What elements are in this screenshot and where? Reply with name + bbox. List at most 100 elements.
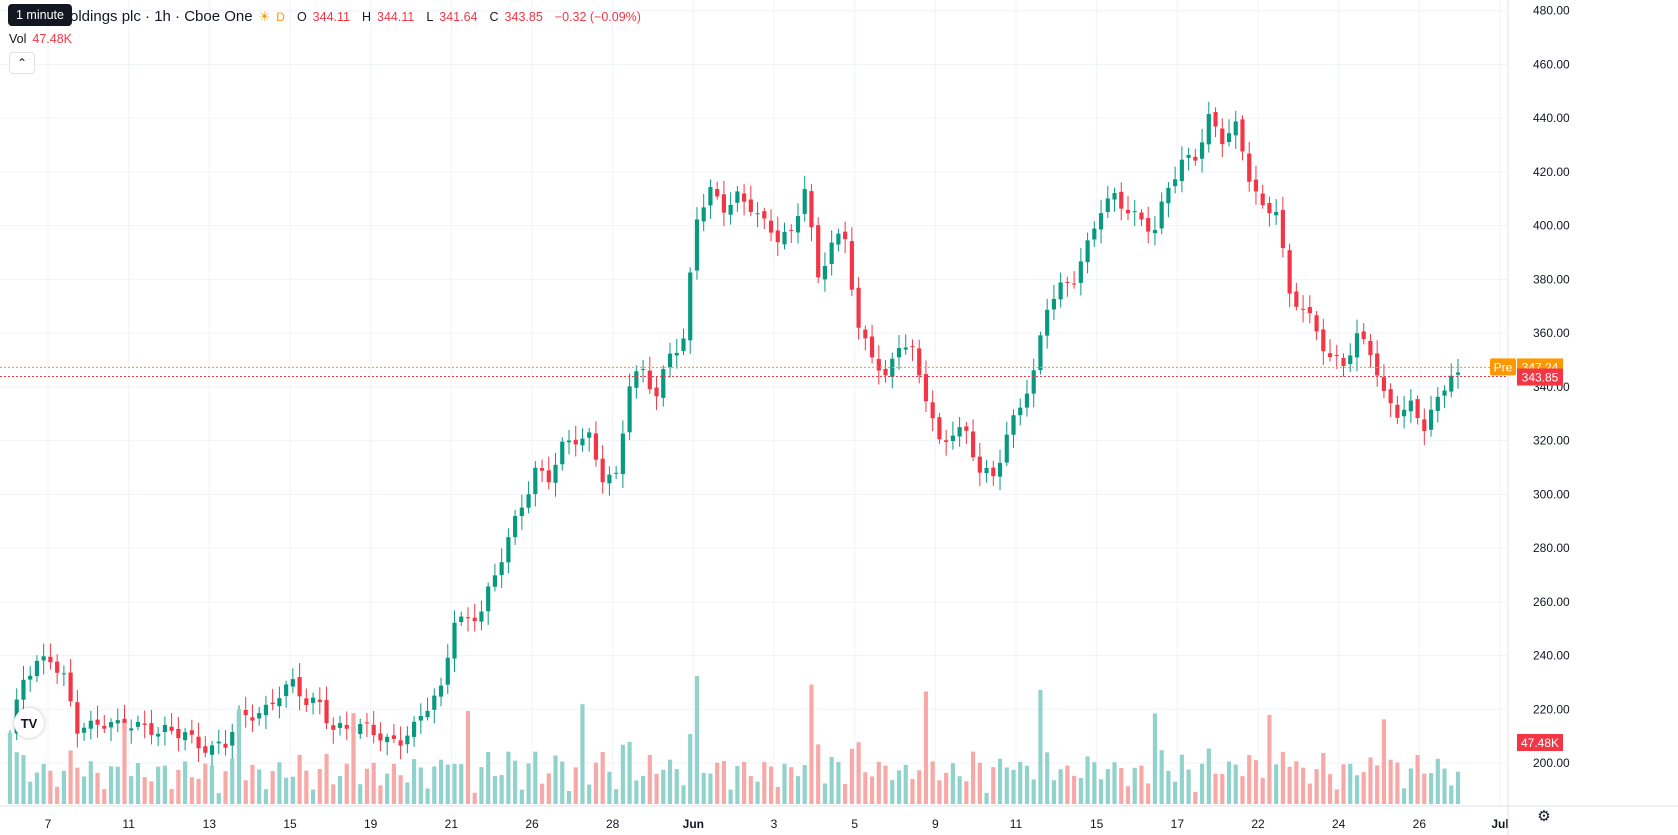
candle-body (937, 417, 942, 440)
candle-body (836, 233, 841, 245)
volume-bar (822, 783, 828, 804)
price-tick-label: 420.00 (1533, 165, 1570, 179)
gear-icon[interactable]: ⚙ (1537, 808, 1551, 825)
candle-body (297, 677, 302, 697)
volume-bar (398, 775, 403, 804)
volume-bar (142, 777, 147, 804)
candle-body (1321, 329, 1326, 352)
candle-body (971, 431, 976, 458)
symbol-title[interactable]: oldings plc · 1h · Cboe One (70, 8, 253, 25)
candle-body (1078, 261, 1083, 283)
volume-bar (546, 773, 551, 804)
candle-body (1166, 187, 1171, 204)
candle-body (1240, 119, 1245, 152)
change-value: −0.32 (−0.09%) (554, 9, 641, 24)
volume-bar (1442, 768, 1447, 804)
candle-body (1146, 218, 1151, 232)
volume-bar (405, 782, 410, 804)
volume-bar (183, 761, 188, 804)
volume-bar (957, 776, 962, 804)
candle-body (472, 617, 477, 622)
candle-body (869, 336, 875, 358)
price-tick-label: 380.00 (1533, 272, 1570, 286)
volume-bar (1159, 750, 1164, 804)
time-tick-label: 11 (1010, 817, 1023, 831)
volume-bar (452, 763, 457, 804)
candle-body (876, 359, 881, 371)
volume-bar (715, 762, 720, 804)
volume-bar (742, 761, 747, 804)
candle-body (405, 735, 410, 745)
candle-body (1105, 198, 1110, 213)
volume-bar (236, 709, 242, 804)
collapse-legend-button[interactable]: ⌃ (9, 52, 35, 74)
candle-body (546, 470, 551, 483)
candle-body (1226, 133, 1232, 143)
volume-bar (438, 759, 444, 804)
candle-body (1247, 153, 1252, 182)
candle-body (896, 348, 902, 358)
candle-body (816, 225, 821, 278)
volume-legend[interactable]: Vol 47.48K (9, 32, 72, 46)
volume-bar (1287, 766, 1292, 804)
candle-body (95, 719, 100, 725)
candle-body (209, 745, 215, 755)
candle-body (41, 656, 46, 661)
volume-bar (1375, 765, 1380, 804)
time-tick-label: Jul (1491, 817, 1508, 831)
candle-body (162, 724, 167, 732)
volume-bar (1415, 754, 1420, 804)
volume-bar (1422, 773, 1427, 804)
volume-bar (1051, 780, 1056, 804)
volume-bar (1354, 775, 1360, 804)
candle-body (1179, 159, 1184, 182)
volume-bar (923, 691, 929, 804)
volume-bar (560, 761, 565, 804)
candle-body (1428, 409, 1434, 430)
candle-body (1334, 355, 1339, 357)
candle-body (1354, 333, 1360, 358)
candle-body (398, 740, 403, 746)
volume-bar (108, 766, 114, 804)
volume-bar (1240, 776, 1245, 804)
candle-body (337, 723, 343, 728)
volume-bar (1247, 755, 1252, 804)
candle-body (371, 724, 376, 736)
volume-bar (991, 767, 996, 804)
candle-body (1011, 415, 1016, 435)
volume-bar (55, 786, 60, 804)
candle-body (782, 232, 787, 245)
candle-body (304, 698, 309, 705)
candle-body (1280, 209, 1285, 249)
volume-bar (162, 765, 167, 804)
volume-bar (816, 744, 821, 804)
candle-body (856, 287, 861, 328)
candle-body (432, 695, 437, 710)
volume-bar (88, 761, 93, 804)
price-tick-label: 260.00 (1533, 595, 1570, 609)
candle-body (1287, 250, 1292, 294)
candle-body (674, 352, 679, 356)
volume-bar (843, 783, 848, 804)
volume-bar (1301, 767, 1306, 804)
volume-bar (964, 781, 969, 804)
volume-bar (1435, 758, 1440, 804)
volume-bar (775, 786, 780, 804)
candle-body (903, 347, 908, 350)
volume-bar (1327, 774, 1333, 804)
volume-bar (876, 761, 881, 804)
candle-body (587, 432, 592, 438)
volume-bar (829, 757, 834, 804)
candle-body (169, 726, 174, 731)
candle-body (1233, 121, 1238, 136)
candle-body (593, 433, 599, 460)
candle-body (991, 467, 996, 477)
candle-body (600, 458, 605, 483)
candle-body (1314, 315, 1319, 332)
volume-bar (425, 788, 430, 804)
tradingview-logo[interactable]: TV (14, 708, 44, 738)
volume-bar (566, 790, 572, 804)
volume-bar (836, 761, 841, 804)
